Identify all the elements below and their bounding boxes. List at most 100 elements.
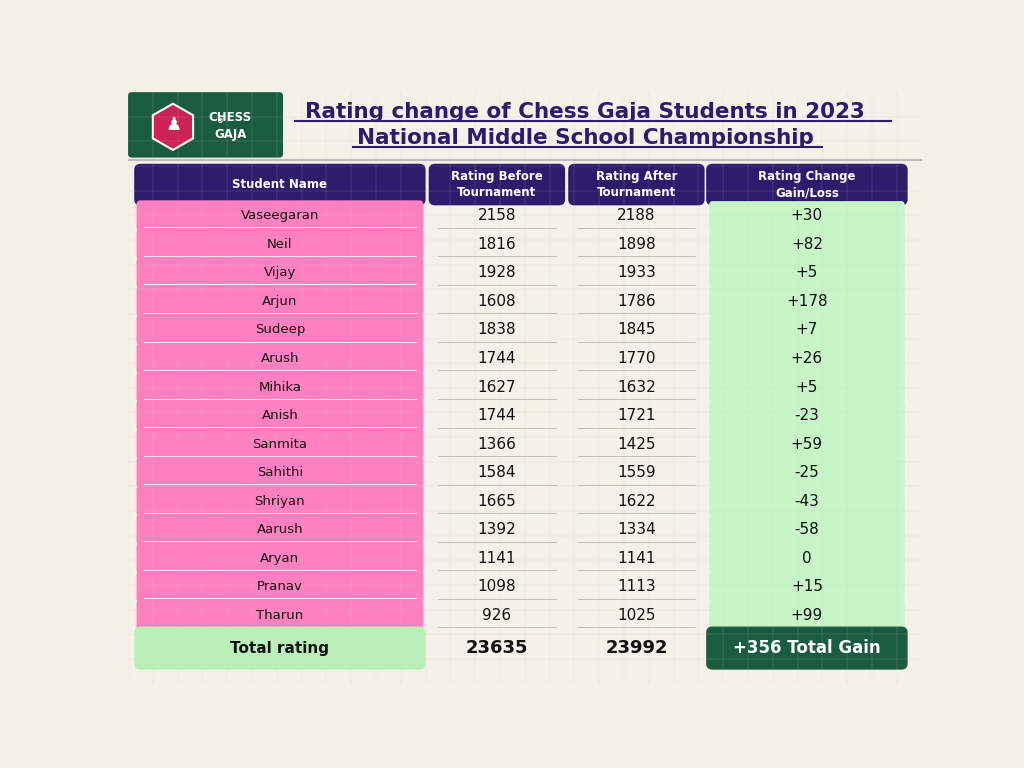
FancyBboxPatch shape [136, 429, 423, 459]
Text: 1665: 1665 [477, 494, 516, 508]
Text: Rating Before
Tournament: Rating Before Tournament [451, 170, 543, 199]
Text: Anish: Anish [261, 409, 298, 422]
Text: 0: 0 [802, 551, 812, 566]
FancyBboxPatch shape [710, 230, 904, 259]
FancyBboxPatch shape [710, 286, 904, 316]
Text: -58: -58 [795, 522, 819, 538]
Text: GAJA: GAJA [214, 128, 247, 141]
Text: +26: +26 [791, 351, 823, 366]
Text: National Middle School Championship: National Middle School Championship [356, 128, 814, 148]
Text: 1334: 1334 [617, 522, 655, 538]
Text: 1721: 1721 [617, 408, 655, 423]
FancyBboxPatch shape [136, 315, 423, 346]
Text: Rating After
Tournament: Rating After Tournament [596, 170, 677, 199]
Text: +5: +5 [796, 266, 818, 280]
Text: Arjun: Arjun [262, 295, 298, 308]
Text: +356 Total Gain: +356 Total Gain [733, 639, 881, 657]
FancyBboxPatch shape [136, 485, 423, 517]
Text: 1622: 1622 [617, 494, 655, 508]
Text: 1786: 1786 [617, 294, 655, 309]
Text: CHESS: CHESS [209, 111, 252, 124]
Text: +5: +5 [796, 379, 818, 395]
Text: +15: +15 [791, 579, 823, 594]
FancyBboxPatch shape [136, 372, 423, 402]
FancyBboxPatch shape [136, 515, 423, 545]
Text: 1632: 1632 [617, 379, 655, 395]
Text: 1627: 1627 [477, 379, 516, 395]
FancyBboxPatch shape [134, 164, 426, 205]
Text: Sanmita: Sanmita [252, 438, 307, 451]
Text: 1608: 1608 [477, 294, 516, 309]
Text: 1744: 1744 [477, 408, 516, 423]
Text: 1366: 1366 [477, 436, 516, 452]
Text: Rating change of Chess Gaja Students in 2023: Rating change of Chess Gaja Students in … [305, 102, 865, 122]
Text: -43: -43 [795, 494, 819, 508]
FancyBboxPatch shape [710, 258, 904, 287]
Text: +7: +7 [796, 323, 818, 337]
FancyBboxPatch shape [128, 92, 283, 157]
Text: -25: -25 [795, 465, 819, 480]
Text: 1838: 1838 [477, 323, 516, 337]
Text: 2188: 2188 [617, 208, 655, 223]
Text: Total rating: Total rating [230, 641, 330, 656]
Text: 1770: 1770 [617, 351, 655, 366]
Text: -23: -23 [795, 408, 819, 423]
FancyBboxPatch shape [136, 257, 423, 288]
Text: 23635: 23635 [466, 639, 528, 657]
Text: 1928: 1928 [477, 266, 516, 280]
Text: 1898: 1898 [617, 237, 655, 252]
Text: 1098: 1098 [477, 579, 516, 594]
Text: +99: +99 [791, 607, 823, 623]
Text: +59: +59 [791, 436, 823, 452]
Text: +178: +178 [786, 294, 827, 309]
Text: 1025: 1025 [617, 607, 655, 623]
Text: Mihika: Mihika [258, 380, 301, 393]
FancyBboxPatch shape [136, 400, 423, 431]
FancyBboxPatch shape [136, 286, 423, 317]
Text: 1584: 1584 [477, 465, 516, 480]
FancyBboxPatch shape [136, 343, 423, 374]
Text: Aarush: Aarush [257, 523, 303, 536]
Text: ♟: ♟ [165, 115, 181, 134]
Text: 926: 926 [482, 607, 511, 623]
Text: +82: +82 [791, 237, 823, 252]
Text: +30: +30 [791, 208, 823, 223]
FancyBboxPatch shape [707, 627, 907, 670]
Text: Tharun: Tharun [256, 609, 303, 622]
FancyBboxPatch shape [134, 627, 426, 670]
Text: 1141: 1141 [617, 551, 655, 566]
FancyBboxPatch shape [710, 401, 904, 430]
Text: Sahithi: Sahithi [257, 466, 303, 479]
FancyBboxPatch shape [136, 571, 423, 602]
FancyBboxPatch shape [710, 458, 904, 488]
Text: 1392: 1392 [477, 522, 516, 538]
Text: Arush: Arush [261, 352, 299, 365]
FancyBboxPatch shape [136, 543, 423, 574]
Text: 2158: 2158 [477, 208, 516, 223]
Text: Student Name: Student Name [232, 178, 328, 191]
FancyBboxPatch shape [136, 600, 423, 631]
Text: 1744: 1744 [477, 351, 516, 366]
Text: ®: ® [217, 118, 224, 124]
Text: 1425: 1425 [617, 436, 655, 452]
FancyBboxPatch shape [136, 229, 423, 260]
Text: 1559: 1559 [617, 465, 655, 480]
Text: Shriyan: Shriyan [255, 495, 305, 508]
Text: 1113: 1113 [617, 579, 655, 594]
FancyBboxPatch shape [710, 515, 904, 545]
Text: Neil: Neil [267, 238, 293, 251]
FancyBboxPatch shape [710, 544, 904, 573]
Text: 1845: 1845 [617, 323, 655, 337]
Text: Rating Change
Gain/Loss: Rating Change Gain/Loss [758, 170, 856, 199]
FancyBboxPatch shape [710, 487, 904, 516]
FancyBboxPatch shape [710, 429, 904, 458]
Text: Vijay: Vijay [264, 266, 296, 280]
FancyBboxPatch shape [710, 572, 904, 601]
FancyBboxPatch shape [707, 164, 907, 205]
FancyBboxPatch shape [710, 372, 904, 402]
Text: Sudeep: Sudeep [255, 323, 305, 336]
FancyBboxPatch shape [136, 200, 423, 231]
Text: Vaseegaran: Vaseegaran [241, 209, 319, 222]
FancyBboxPatch shape [710, 601, 904, 630]
Text: Pranav: Pranav [257, 581, 303, 594]
